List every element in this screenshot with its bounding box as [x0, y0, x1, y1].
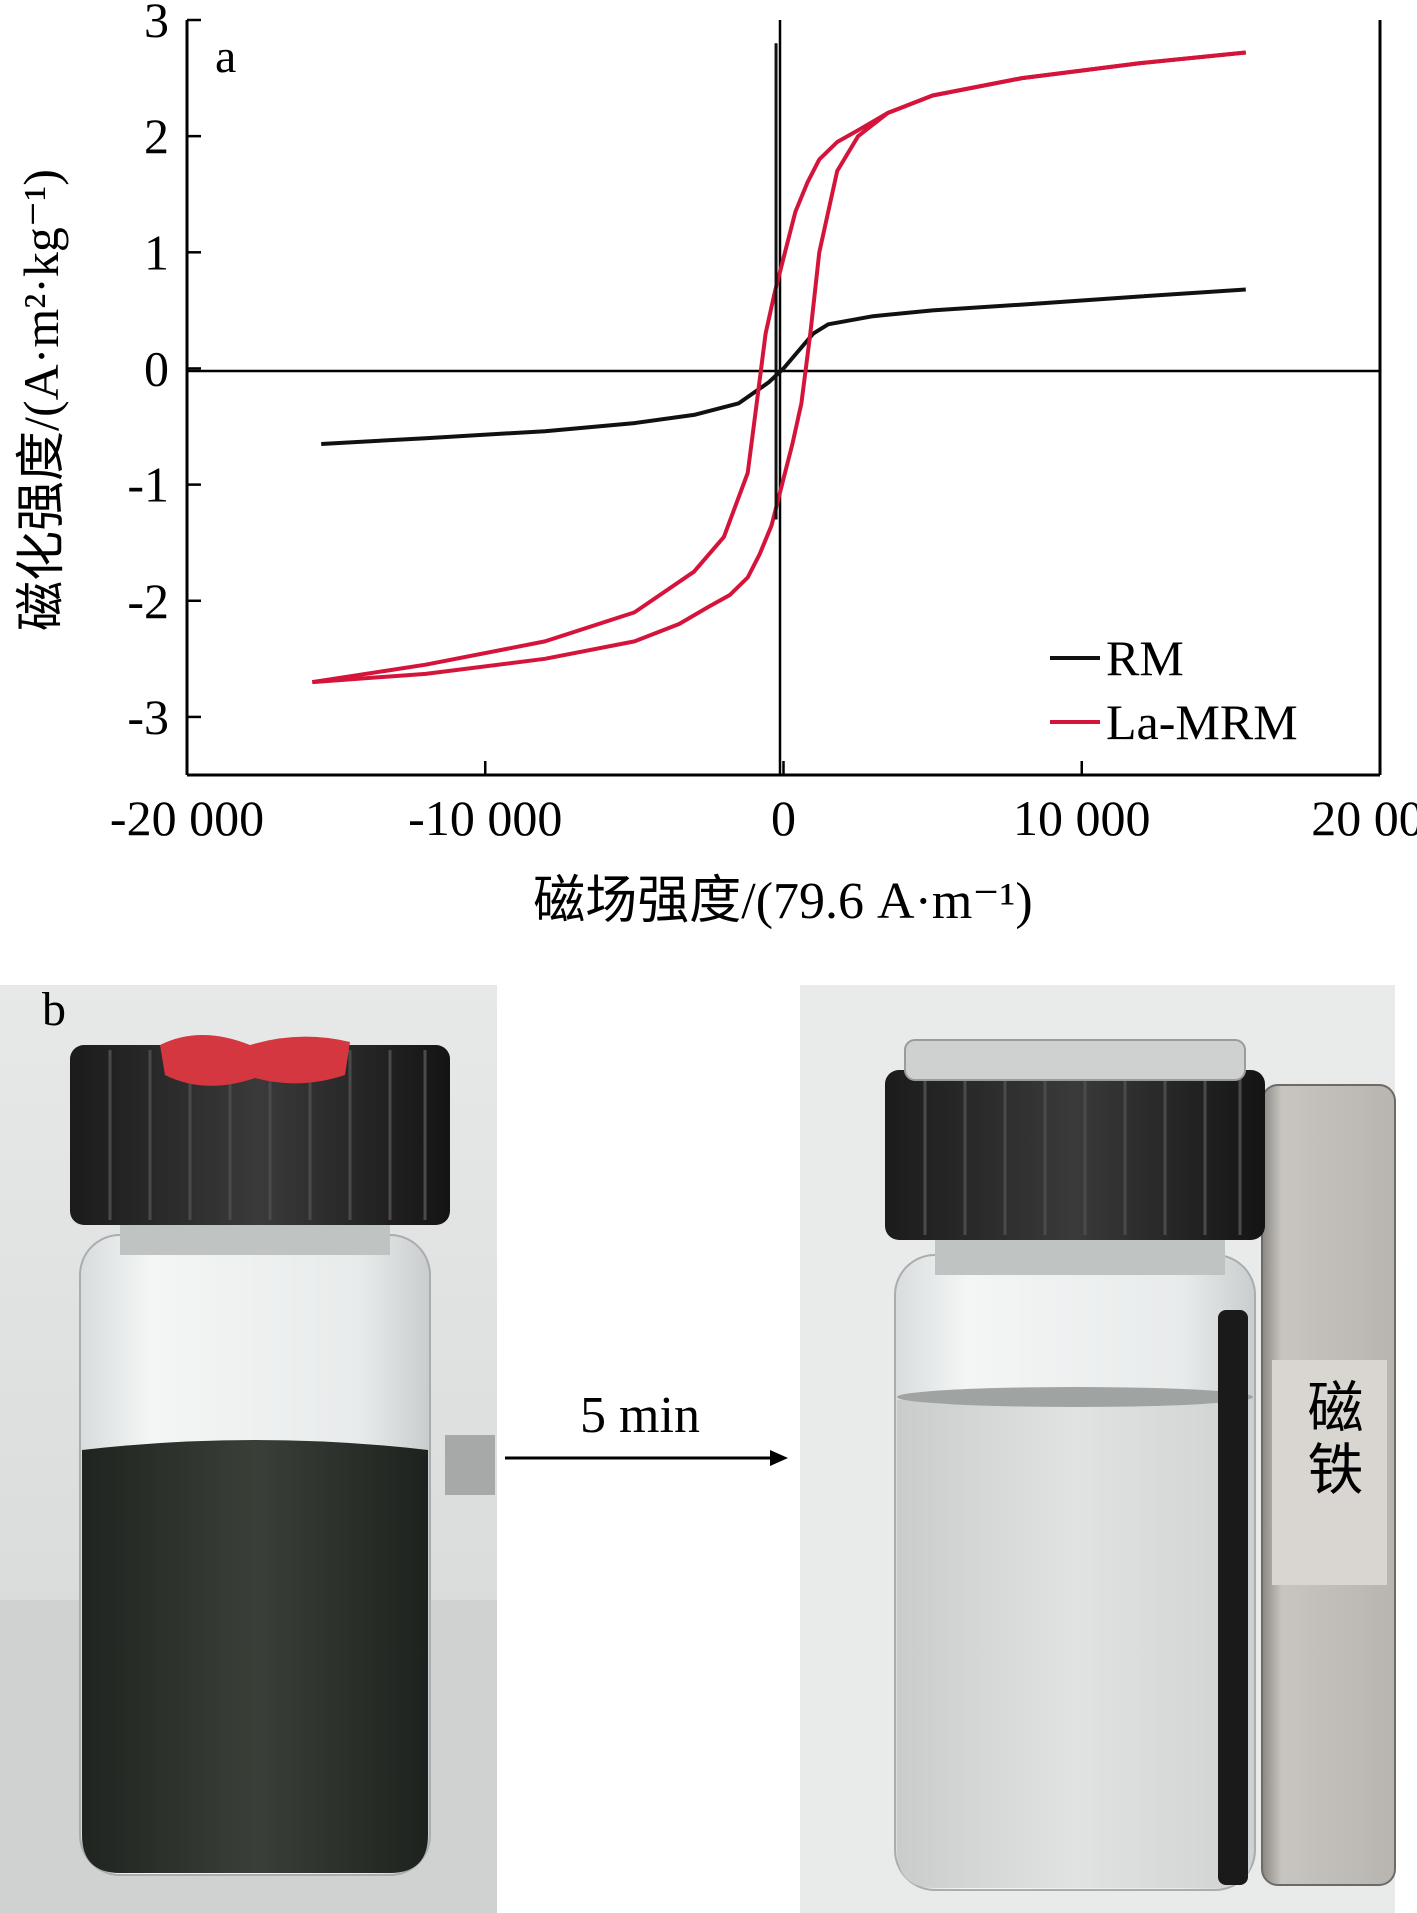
- x-tick-label: 10 000: [1013, 790, 1151, 846]
- arrow-label: 5 min: [580, 1387, 700, 1444]
- legend-label-la-mrm: La-MRM: [1106, 694, 1298, 750]
- series-la-mrm-return-line: [312, 50, 1247, 685]
- panel-a-label: a: [215, 30, 236, 83]
- cap-sticker: [160, 1035, 350, 1086]
- x-tick-label: -10 000: [408, 790, 562, 846]
- arrow-head: [770, 1450, 788, 1466]
- x-tick-label: 0: [771, 790, 796, 846]
- x-axis-label: 磁场强度/(79.6 A·m⁻¹): [533, 873, 1032, 930]
- x-tick-label: 20 000: [1311, 790, 1417, 846]
- y-tick-label: 0: [144, 340, 169, 396]
- data-series: [311, 43, 1247, 685]
- vial-cap-after: [885, 1070, 1265, 1240]
- clear-liquid: [897, 1395, 1253, 1888]
- axis-ticks: -20 000 -10 000 0 10 000 20 000 -3 -2 -1 0 1 2 3: [110, 0, 1417, 846]
- vial-after-photo: 磁铁: [800, 985, 1396, 1913]
- photo-panel: b 5 min: [0, 983, 1396, 1913]
- legend: RM La-MRM: [1050, 630, 1298, 750]
- collected-particles: [1218, 1310, 1248, 1885]
- x-tick-label: -20 000: [110, 790, 264, 846]
- vial-cap: [70, 1045, 450, 1225]
- y-tick-label: 1: [144, 224, 169, 280]
- y-axis-label: 磁化强度/(A·m²·kg⁻¹): [13, 169, 69, 631]
- y-tick-label: 2: [144, 108, 169, 164]
- legend-label-rm: RM: [1106, 630, 1184, 686]
- y-tick-label: -2: [127, 573, 169, 629]
- dark-suspension: [82, 1440, 428, 1873]
- y-tick-label: 3: [144, 0, 169, 48]
- y-tick-label: -1: [127, 457, 169, 513]
- vial-before-photo: [0, 985, 497, 1913]
- magnet-label: 磁铁: [1299, 1378, 1362, 1502]
- panel-b-label: b: [42, 983, 66, 1036]
- y-tick-label: -3: [127, 689, 169, 745]
- series-rm-line: [321, 287, 1246, 446]
